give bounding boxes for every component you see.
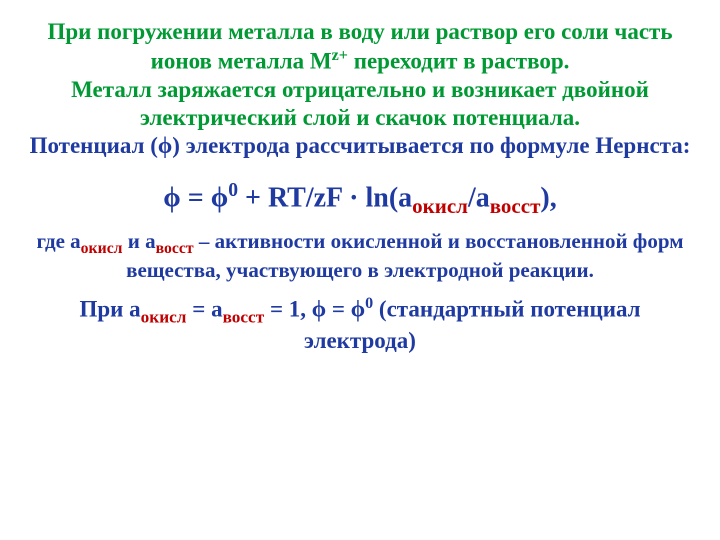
formula-slash: /a [468, 182, 490, 213]
text: и а [123, 229, 156, 253]
paragraph-immersion: При погружении металла в воду или раство… [24, 18, 696, 76]
formula-sup-zero: 0 [228, 180, 238, 201]
paragraph-double-layer: Металл заряжается отрицательно и возника… [24, 76, 696, 132]
formula-sub-red: восст [490, 194, 541, 218]
paragraph-standard-potential: При аокисл = авосст = 1, ϕ = ϕ0 (стандар… [24, 294, 696, 355]
sub-ox: окисл [141, 307, 187, 326]
text: При а [79, 296, 140, 321]
formula-mid: + RT/zF · ln(a [238, 182, 412, 213]
paragraph-where: где аокисл и авосст – активности окислен… [24, 229, 696, 284]
nernst-formula: ϕ = ϕ0 + RT/zF · ln(aокисл/aвосст), [24, 180, 696, 219]
formula-sub-ox: окисл [412, 194, 468, 218]
formula-close: ), [540, 182, 556, 213]
sup-zero: 0 [365, 295, 373, 312]
sub-ox: окисл [81, 240, 123, 257]
text: – активности окисленной и восстановленно… [126, 229, 683, 282]
superscript-charge: z+ [332, 47, 348, 64]
sub-red: восст [223, 307, 265, 326]
text: = а [186, 296, 222, 321]
text: = 1, ϕ = ϕ [264, 296, 365, 321]
text: где а [36, 229, 80, 253]
text: переходит в раствор. [348, 49, 569, 74]
sub-red: восст [156, 240, 194, 257]
formula-lhs: ϕ = ϕ [163, 182, 228, 213]
paragraph-nernst-intro: Потенциал (ϕ) электрода рассчитывается п… [24, 132, 696, 160]
